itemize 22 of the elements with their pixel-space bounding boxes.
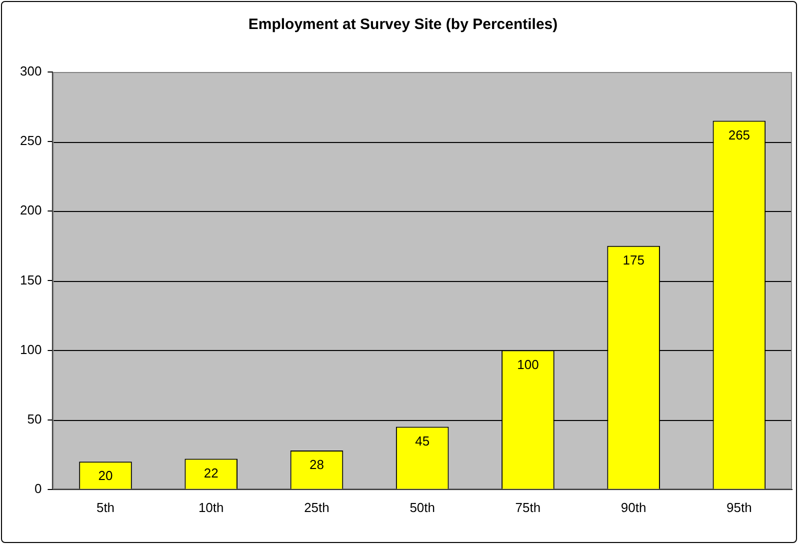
y-tick-label: 100 <box>20 342 42 357</box>
x-tick-label: 25th <box>304 500 330 515</box>
data-label: 175 <box>622 252 644 268</box>
data-label: 20 <box>98 468 113 484</box>
y-tick-label: 250 <box>20 133 42 148</box>
data-label: 100 <box>517 356 539 372</box>
y-tick-label: 300 <box>20 64 42 79</box>
y-tick-label: 200 <box>20 202 42 218</box>
data-label: 22 <box>204 465 218 480</box>
y-tick-label: 50 <box>27 411 42 426</box>
x-tick-label: 5th <box>96 500 115 515</box>
data-label: 265 <box>728 127 750 142</box>
x-tick-label: 10th <box>198 500 224 515</box>
data-label: 28 <box>309 457 324 472</box>
y-tick-label: 0 <box>34 480 42 496</box>
chart-title: Employment at Survey Site (by Percentiles) <box>248 16 558 34</box>
x-tick-label: 90th <box>620 500 646 515</box>
x-tick-label: 95th <box>726 500 752 515</box>
x-tick-label: 75th <box>515 500 541 515</box>
data-label: 45 <box>415 433 430 448</box>
y-tick-label: 150 <box>20 272 42 288</box>
x-tick-label: 50th <box>410 500 435 515</box>
